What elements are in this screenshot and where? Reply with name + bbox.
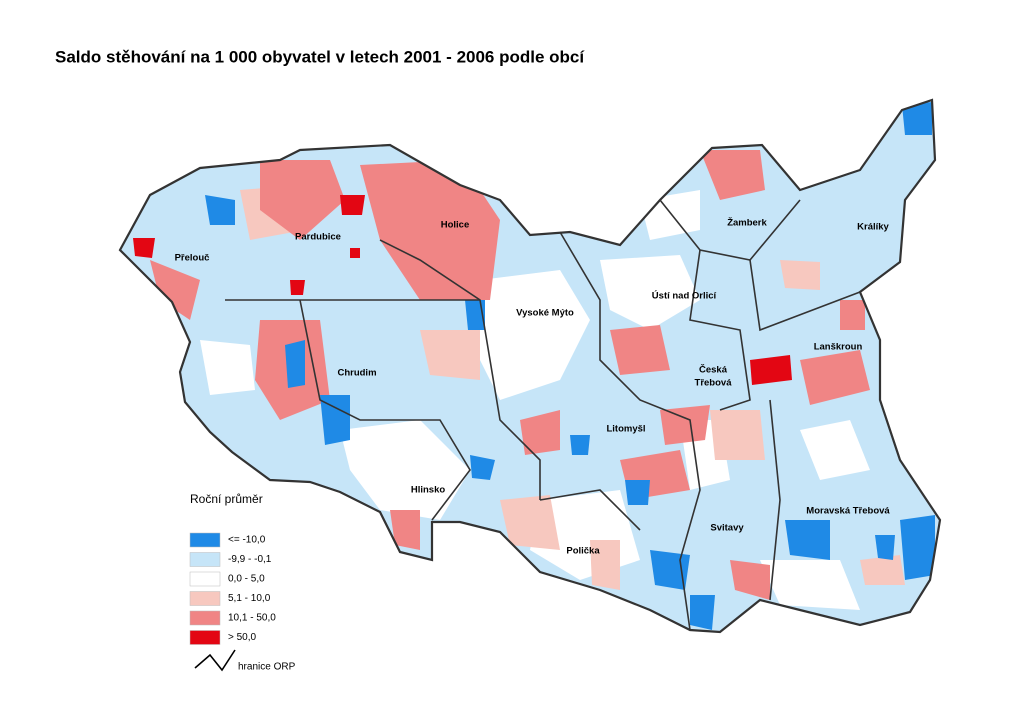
legend-label: -9,9 - -0,1: [228, 554, 272, 565]
town-label: Česká: [699, 364, 728, 376]
legend-swatch: [189, 552, 221, 567]
legend-swatch: [189, 571, 221, 587]
town-label: Hlinsko: [411, 485, 446, 496]
town-label: Králíky: [857, 222, 889, 233]
town-labels: Pardubice Přelouč Holice Vysoké Mýto Chrudim…: [175, 217, 891, 557]
legend-swatch: [189, 610, 221, 626]
legend-swatch: [189, 532, 221, 548]
town-label: Pardubice: [295, 232, 341, 243]
town-label: Ústí nad Orlicí: [652, 290, 717, 302]
legend-label: > 50,0: [228, 632, 257, 643]
town-label: Moravská Třebová: [806, 506, 890, 517]
legend-title: Roční průměr: [190, 492, 263, 506]
town-label: Svitavy: [710, 523, 744, 534]
town-label: Přelouč: [175, 253, 210, 264]
town-label: Žamberk: [727, 217, 767, 229]
legend-label: 0,0 - 5,0: [228, 574, 265, 585]
map-title: Saldo stěhování na 1 000 obyvatel v lete…: [55, 47, 585, 66]
border-label: hranice ORP: [238, 662, 296, 673]
town-label: Chrudim: [337, 368, 376, 379]
legend-label: 5,1 - 10,0: [228, 593, 271, 604]
legend-label: <= -10,0: [228, 535, 266, 546]
orp-borders: [118, 98, 942, 634]
legend: <= -10,0 -9,9 - -0,1 0,0 - 5,0 5,1 - 10,0 10…: [189, 532, 276, 645]
town-label: Polička: [566, 546, 600, 557]
town-label: Třebová: [695, 378, 733, 389]
town-label: Lanškroun: [814, 342, 863, 353]
town-label: Vysoké Mýto: [516, 308, 574, 319]
municipalities: [120, 100, 940, 632]
legend-label: 10,1 - 50,0: [228, 613, 276, 624]
legend-swatch: [189, 591, 221, 606]
town-label: Litomyšl: [606, 424, 645, 435]
town-label: Holice: [441, 220, 470, 231]
border-icon: [194, 649, 236, 672]
legend-swatch: [189, 630, 221, 645]
